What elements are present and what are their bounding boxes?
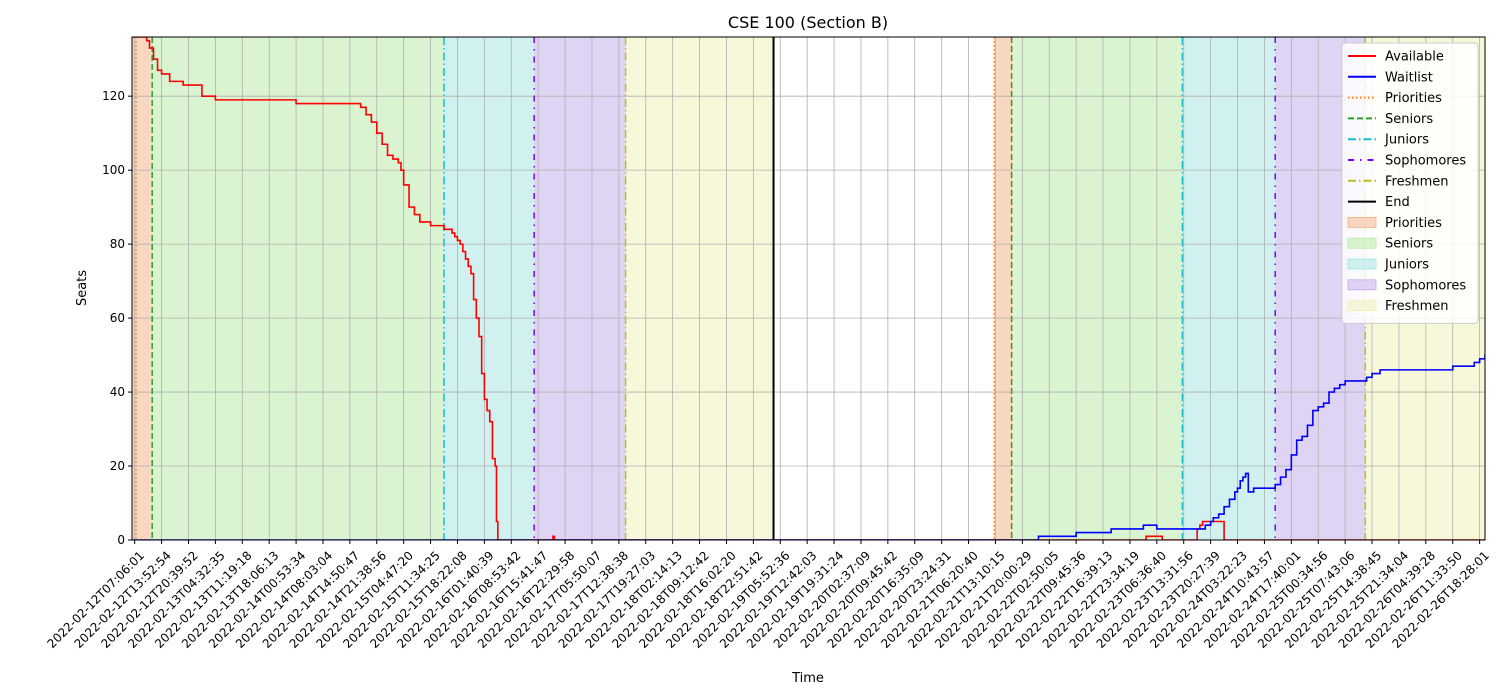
legend-item-seniors-line: Seniors: [1348, 112, 1433, 127]
legend-item-priorities-line: Priorities: [1348, 91, 1442, 106]
plot-frame: [131, 36, 1486, 541]
legend-swatch-patch: [1347, 300, 1377, 312]
legend-item-freshmen-patch: Freshmen: [1347, 299, 1449, 314]
legend-label: Freshmen: [1385, 299, 1449, 314]
legend-label: Seniors: [1385, 237, 1433, 252]
legend-item-juniors-line: Juniors: [1348, 133, 1429, 148]
legend-label: Seniors: [1385, 112, 1433, 127]
chart-title: CSE 100 (Section B): [728, 13, 888, 32]
legend-label: Priorities: [1385, 216, 1442, 231]
grid: [132, 37, 1485, 541]
y-tick-label: 0: [117, 533, 125, 547]
legend-item-end-line: End: [1348, 195, 1410, 210]
y-axis: 0 20 40 60 80 100 120: [102, 89, 132, 547]
y-tick-label: 120: [102, 89, 125, 103]
phase-span-seniors: [1012, 37, 1183, 540]
legend-label: Waitlist: [1385, 70, 1433, 85]
y-tick-label: 60: [110, 311, 125, 325]
legend-item-juniors-patch: Juniors: [1347, 258, 1429, 273]
legend-swatch-patch: [1347, 258, 1377, 270]
legend-swatch-patch: [1347, 216, 1377, 228]
legend-item-freshmen-line: Freshmen: [1348, 174, 1449, 189]
phase-span-seniors: [150, 37, 445, 540]
phase-span-juniors: [444, 37, 535, 540]
series-line-waitlist: [132, 354, 1485, 540]
series-lines: [132, 37, 1485, 540]
legend-item-waitlist-line: Waitlist: [1348, 70, 1433, 85]
legend-swatch-patch: [1347, 237, 1377, 249]
legend-label: Freshmen: [1385, 174, 1449, 189]
legend-item-seniors-patch: Seniors: [1347, 237, 1433, 252]
y-tick-label: 80: [110, 237, 125, 251]
legend-label: Sophomores: [1385, 154, 1466, 169]
x-axis-label: Time: [791, 671, 824, 686]
y-tick-label: 20: [110, 459, 125, 473]
legend-swatch-patch: [1347, 279, 1377, 291]
legend-item-sophomores-patch: Sophomores: [1347, 278, 1466, 293]
legend-item-available-line: Available: [1348, 50, 1444, 65]
phase-span-priorities: [994, 37, 1013, 540]
phase-span-juniors: [1182, 37, 1276, 540]
phase-span-sophomores: [534, 37, 626, 540]
legend-label: Priorities: [1385, 91, 1442, 106]
legend-label: Sophomores: [1385, 278, 1466, 293]
legend-label: Juniors: [1384, 133, 1429, 148]
legend-item-priorities-patch: Priorities: [1347, 216, 1442, 231]
legend-label: End: [1385, 195, 1410, 210]
legend: Available Waitlist Priorities Seniors Junior…: [1341, 42, 1479, 324]
plot-area: 0 20 40 60 80 100 120 2022-02-12T07:06:012022-0…: [45, 36, 1492, 651]
legend-label: Juniors: [1384, 258, 1429, 273]
series-line-available: [132, 37, 1485, 540]
y-tick-label: 100: [102, 163, 125, 177]
x-axis: 2022-02-12T07:06:012022-02-12T13:52:5420…: [45, 540, 1492, 651]
legend-box: [1341, 42, 1479, 324]
legend-item-sophomores-line: Sophomores: [1348, 154, 1466, 169]
y-axis-label: Seats: [75, 270, 90, 306]
y-tick-label: 40: [110, 385, 125, 399]
legend-label: Available: [1385, 50, 1444, 65]
